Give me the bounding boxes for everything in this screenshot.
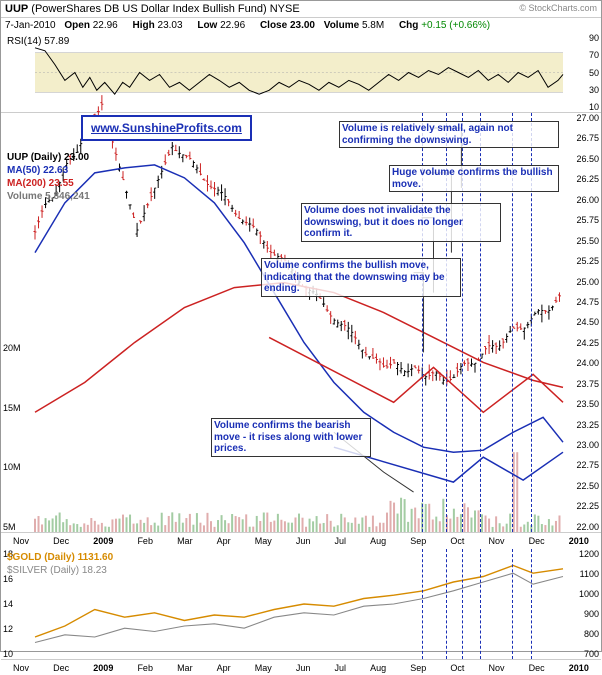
ma200-line: [35, 283, 563, 413]
date: 7-Jan-2010: [5, 20, 56, 31]
date-marker-line: [512, 549, 513, 659]
date-marker-line: [462, 549, 463, 659]
date-marker-line: [531, 549, 532, 659]
gold-silver-panel: $GOLD (Daily) 1131.60 $SILVER (Daily) 18…: [1, 549, 601, 659]
annotation-a5: Volume confirms the bearish move - it ri…: [211, 418, 371, 457]
gold-yaxis-right: 120011001000900800700: [565, 549, 599, 659]
rsi-plot: [35, 33, 563, 112]
x-axis: NovDec2009FebMarAprMayJunJulAugSepOctNov…: [1, 533, 601, 549]
security-name: (PowerShares DB US Dollar Index Bullish …: [31, 3, 266, 15]
attribution: © StockCharts.com: [519, 3, 597, 13]
volume-bars: [34, 452, 560, 532]
rsi-panel: RSI(14) 57.89 9070503010: [1, 33, 601, 113]
ticker: UUP: [5, 3, 28, 15]
rsi-label: RSI(14) 57.89: [7, 35, 69, 48]
annotation-a1: Volume is relatively small, again not co…: [339, 121, 559, 148]
exchange: NYSE: [270, 3, 300, 15]
rsi-yaxis: 9070503010: [565, 33, 599, 112]
chart-header: UUP (PowerShares DB US Dollar Index Bull…: [1, 1, 601, 18]
gold-line: [35, 566, 563, 638]
annotation-a2: Huge volume confirms the bullish move.: [389, 165, 559, 192]
price-yaxis-right: 27.0026.7526.5026.2526.0025.7525.5025.25…: [565, 113, 599, 532]
annotation-a3: Volume does not invalidate the downswing…: [301, 203, 501, 242]
source-link[interactable]: www.SunshineProfits.com: [81, 115, 252, 141]
price-panel: www.SunshineProfits.com UUP (Daily) 23.0…: [1, 113, 601, 533]
x-axis-bottom: NovDec2009FebMarAprMayJunJulAugSepOctNov…: [1, 659, 601, 675]
date-marker-line: [446, 549, 447, 659]
volume-yaxis-left: 20M15M10M5M: [3, 343, 33, 532]
price-legend: UUP (Daily) 23.00 MA(50) 22.63 MA(200) 2…: [7, 151, 90, 203]
stock-chart: UUP (PowerShares DB US Dollar Index Bull…: [0, 0, 602, 652]
date-marker-line: [480, 549, 481, 659]
gold-legend: $GOLD (Daily) 1131.60 $SILVER (Daily) 18…: [7, 551, 113, 577]
date-marker-line: [422, 549, 423, 659]
silver-line: [35, 573, 563, 642]
ohlc-bar: 7-Jan-2010 Open 22.96 High 23.03 Low 22.…: [1, 18, 601, 33]
chg-value: +0.15 (+0.66%): [421, 20, 490, 31]
annotation-a4: Volume confirms the bullish move, indica…: [261, 258, 461, 297]
gold-plot: [35, 549, 563, 659]
